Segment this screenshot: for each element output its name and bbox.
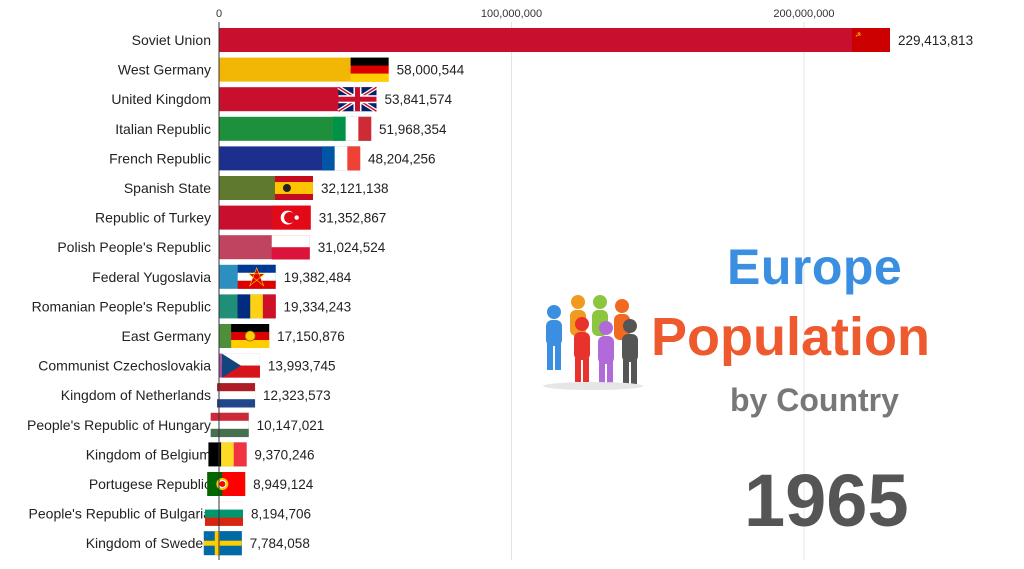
flag-icon: [350, 57, 389, 82]
flag-icon: [274, 176, 313, 200]
category-label: Republic of Turkey: [95, 210, 211, 226]
category-label: Kingdom of Netherlands: [61, 387, 211, 403]
grid-lines: [510, 22, 805, 560]
bar-row: Soviet Union ☭ 229,413,813: [132, 28, 973, 52]
bar-row: Portugese Republic 8,949,124: [89, 472, 314, 496]
flag-icon: [208, 442, 247, 467]
title-line-europe: Europe: [727, 239, 903, 295]
x-tick-label: 100,000,000: [481, 8, 542, 20]
value-label: 17,150,876: [277, 329, 345, 344]
category-label: West Germany: [118, 62, 211, 78]
category-label: United Kingdom: [111, 91, 211, 107]
value-label: 32,121,138: [321, 181, 389, 196]
bar-row: United Kingdom 53,841,574: [111, 85, 453, 113]
category-label: Romanian People's Republic: [32, 298, 211, 314]
value-label: 53,841,574: [384, 92, 452, 107]
category-label: Kingdom of Sweden: [86, 535, 211, 551]
flag-icon: [203, 531, 242, 556]
value-label: 51,968,354: [379, 122, 447, 137]
bar-row: Kingdom of Belgium 9,370,246: [86, 442, 314, 467]
title-line-population: Population: [651, 307, 930, 367]
year-label: 1965: [744, 459, 909, 542]
category-label: Portugese Republic: [89, 476, 211, 492]
bar-row: People's Republic of Bulgaria 8,194,706: [29, 501, 311, 526]
x-tick-label: 0: [216, 8, 222, 20]
category-label: Kingdom of Belgium: [86, 446, 211, 462]
value-label: 12,323,573: [263, 388, 331, 403]
category-label: People's Republic of Bulgaria: [29, 506, 212, 522]
category-label: Polish People's Republic: [57, 239, 211, 255]
bar-row: Kingdom of Sweden 7,784,058: [86, 531, 310, 556]
value-label: 7,784,058: [250, 536, 310, 551]
flag-icon: [237, 264, 276, 289]
flag-icon: [337, 85, 378, 113]
people-group-icon: [543, 295, 643, 390]
value-label: 10,147,021: [257, 418, 325, 433]
flag-icon: [231, 324, 270, 348]
category-label: Spanish State: [124, 180, 211, 196]
bar-row: Romanian People's Republic 19,334,243: [32, 294, 352, 319]
category-label: People's Republic of Hungary: [27, 417, 211, 433]
category-label: French Republic: [109, 150, 211, 166]
bar-row: Federal Yugoslavia 19,382,484: [92, 264, 352, 289]
title-line-by-country: by Country: [730, 382, 899, 418]
bar-row: People's Republic of Hungary 10,147,021: [27, 412, 325, 438]
x-tick-label: 200,000,000: [773, 8, 834, 20]
flag-icon: ☭: [852, 28, 890, 52]
value-label: 19,382,484: [284, 270, 352, 285]
bar-row: French Republic 48,204,256: [109, 146, 436, 171]
flag-icon: [237, 294, 276, 319]
value-label: 31,024,524: [318, 240, 386, 255]
bar-row: West Germany 58,000,544: [118, 57, 465, 82]
value-label: 229,413,813: [898, 33, 973, 48]
category-label: Federal Yugoslavia: [92, 269, 211, 285]
value-label: 8,194,706: [251, 507, 311, 522]
category-label: East Germany: [122, 328, 211, 344]
flag-icon: [332, 116, 372, 141]
category-label: Communist Czechoslovakia: [38, 358, 211, 374]
bar-row: Kingdom of Netherlands 12,323,573: [61, 383, 331, 408]
value-label: 13,993,745: [268, 359, 336, 374]
flag-icon: [204, 501, 243, 526]
flag-icon: [272, 205, 311, 230]
value-label: 31,352,867: [319, 211, 387, 226]
bar-row: Spanish State 32,121,138: [124, 176, 389, 200]
value-label: 8,949,124: [253, 477, 314, 492]
category-label: Soviet Union: [132, 32, 211, 48]
value-label: 48,204,256: [368, 151, 436, 166]
bar: [219, 28, 890, 52]
flag-icon: [210, 412, 249, 438]
bar-row: Republic of Turkey 31,352,867: [95, 205, 387, 230]
flag-icon: [271, 235, 310, 260]
value-label: 19,334,243: [284, 299, 352, 314]
flag-icon: [217, 383, 256, 408]
flag-icon: [221, 353, 260, 378]
category-label: Italian Republic: [115, 121, 211, 137]
bar-row: Polish People's Republic 31,024,524: [57, 235, 386, 260]
x-axis-ticks: 0 100,000,000 200,000,000: [216, 8, 835, 20]
bar-row: East Germany 17,150,876: [122, 324, 345, 348]
flag-icon: [321, 146, 361, 171]
value-label: 58,000,544: [397, 63, 465, 78]
bars: Soviet Union ☭ 229,413,813 West Germany 58,0…: [27, 28, 973, 556]
flag-icon: [207, 472, 246, 496]
bar-row: Italian Republic 51,968,354: [115, 116, 447, 141]
chart-title: Europe Population by Country: [645, 232, 1015, 432]
bar-row: Communist Czechoslovakia 13,993,745: [38, 353, 336, 378]
svg-text:☭: ☭: [855, 31, 861, 39]
value-label: 9,370,246: [254, 447, 314, 462]
